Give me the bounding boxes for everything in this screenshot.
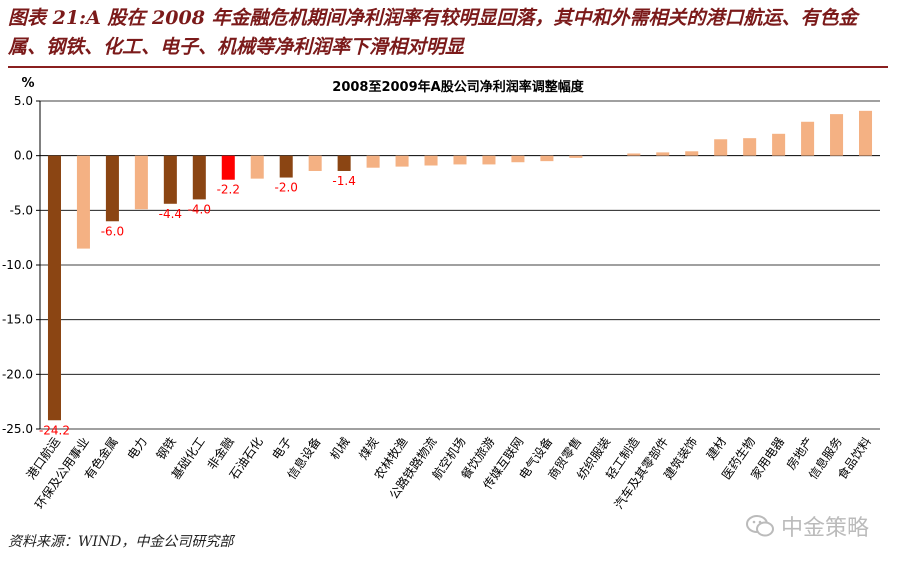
bar-17 — [511, 155, 525, 163]
y-axis: 5.0 0.0 -5.0 -10.0 -15.0 -20.0 -25.0 — [2, 94, 41, 436]
bar-4 — [134, 155, 148, 210]
watermark-text: 中金策略 — [781, 516, 870, 541]
bar-28 — [830, 114, 844, 156]
bar-10 — [308, 155, 322, 171]
bar-8 — [250, 155, 264, 179]
gridlines — [40, 100, 880, 430]
bar-1 — [47, 155, 61, 421]
data-label: -2.2 — [217, 183, 240, 197]
bar-21 — [627, 153, 641, 156]
bar-2 — [76, 155, 90, 249]
bar-16 — [482, 155, 496, 165]
bar-3 — [105, 155, 119, 222]
wechat-icon — [746, 515, 774, 537]
x-tick-label: 钢铁 — [154, 435, 179, 463]
source-note: 资料来源：WIND，中金公司研究部 — [8, 534, 234, 550]
y-tick-label: 5.0 — [14, 94, 33, 108]
x-tick-label: 机械 — [327, 434, 353, 462]
x-tick-label: 电子 — [269, 435, 294, 463]
bar-7 — [221, 155, 235, 180]
bar-5 — [163, 155, 177, 204]
bar-9 — [279, 155, 293, 178]
title-divider — [8, 66, 888, 68]
x-tick-label: 建材 — [704, 435, 729, 463]
bar-29 — [859, 110, 873, 156]
x-tick-label: 电力 — [125, 435, 150, 463]
data-label: -4.4 — [159, 207, 182, 221]
bar-15 — [453, 155, 467, 165]
data-label: -24.2 — [39, 423, 70, 437]
bar-27 — [801, 121, 815, 156]
y-axis-unit: % — [21, 76, 34, 91]
y-tick-label: -20.0 — [2, 367, 33, 381]
bar-13 — [395, 155, 409, 167]
figure-title: 图表 21:A 股在 2008 年金融危机期间净利润率有较明显回落，其中和外需相… — [8, 7, 858, 58]
data-label: -2.0 — [274, 181, 297, 195]
data-label: -6.0 — [101, 224, 124, 238]
bar-26 — [772, 133, 786, 156]
bar-6 — [192, 155, 206, 200]
bars — [47, 110, 873, 421]
y-tick-label: -10.0 — [2, 258, 33, 272]
bar-19 — [569, 155, 583, 158]
bar-24 — [714, 139, 728, 156]
bar-22 — [656, 152, 670, 156]
y-tick-label: -5.0 — [10, 203, 33, 217]
bar-23 — [685, 151, 699, 156]
data-labels: -24.2 -6.0 -4.4 -4.0 -2.2 -2.0 -1.4 — [39, 174, 356, 437]
x-tick-label: 煤炭 — [356, 435, 381, 463]
bar-11 — [337, 155, 351, 171]
bar-25 — [743, 138, 757, 156]
bar-14 — [424, 155, 438, 166]
data-label: -1.4 — [332, 174, 355, 188]
chart-title: 2008至2009年A股公司净利润率调整幅度 — [332, 79, 584, 95]
y-tick-label: -25.0 — [2, 422, 33, 436]
watermark: 中金策略 — [745, 510, 869, 542]
y-tick-label: -15.0 — [2, 313, 33, 327]
y-tick-label: 0.0 — [14, 149, 33, 163]
bar-12 — [366, 155, 380, 168]
bar-18 — [540, 155, 554, 162]
data-label: -4.0 — [188, 202, 211, 216]
